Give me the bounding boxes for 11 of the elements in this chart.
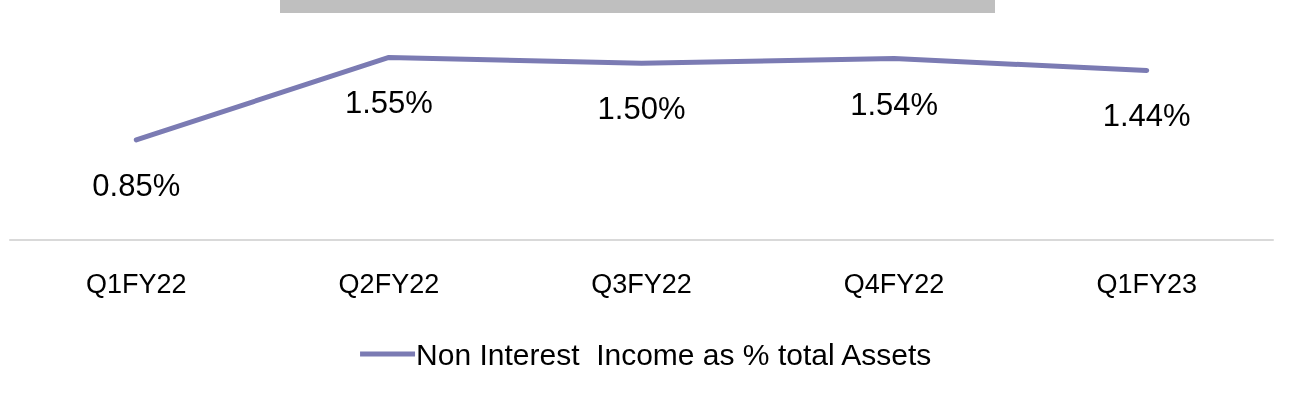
- x-tick-label: Q2FY22: [338, 268, 440, 299]
- x-tick-label: Q1FY23: [1096, 268, 1197, 299]
- data-label: 1.50%: [597, 91, 686, 127]
- data-label: 0.85%: [92, 167, 181, 203]
- data-label: 1.54%: [850, 86, 939, 122]
- x-tick-label: Q3FY22: [591, 268, 692, 299]
- data-label: 1.55%: [344, 85, 433, 121]
- data-label: 1.44%: [1102, 98, 1191, 134]
- x-tick-label: Q4FY22: [843, 268, 945, 299]
- x-tick-label: Q1FY22: [86, 268, 187, 299]
- legend-label: Non Interest Income as % total Assets: [416, 337, 932, 371]
